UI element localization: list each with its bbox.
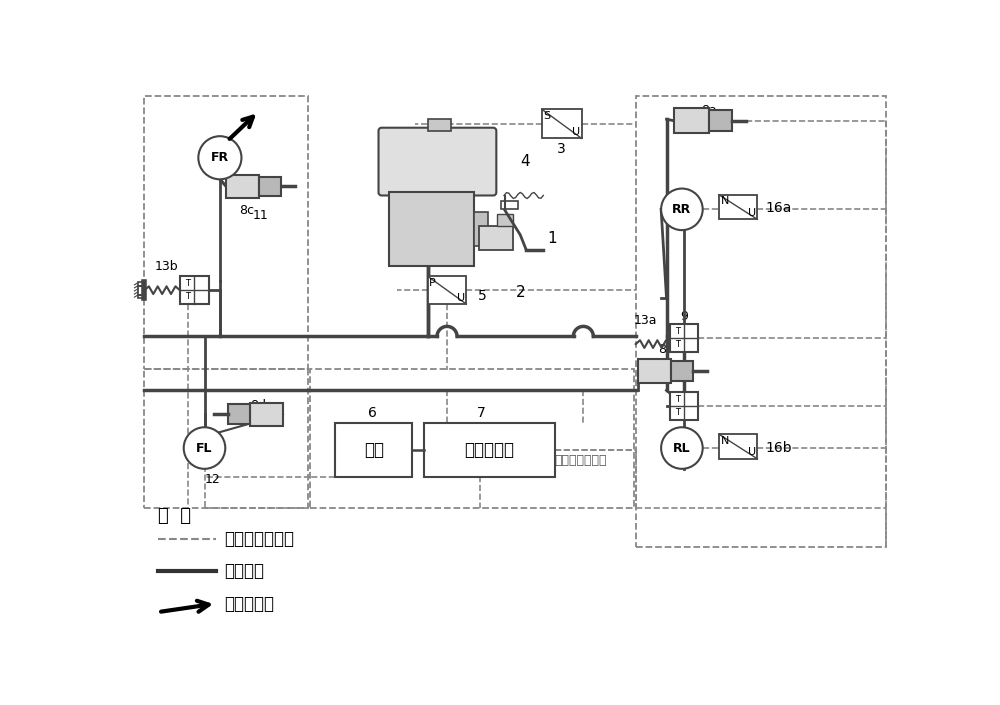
Bar (180, 276, 209, 304)
Text: 8d: 8d (250, 399, 266, 412)
Text: 6: 6 (368, 405, 377, 419)
Text: 16a: 16a (765, 201, 791, 215)
Text: T: T (185, 292, 190, 301)
Text: 7: 7 (477, 405, 486, 419)
Bar (335, 424, 412, 477)
Text: 5: 5 (478, 289, 487, 303)
Bar (424, 424, 555, 477)
Bar (250, 403, 283, 426)
Text: U: U (457, 293, 465, 302)
Text: T: T (675, 327, 680, 336)
Text: FR: FR (211, 152, 229, 164)
Bar (259, 176, 282, 196)
Bar (719, 195, 757, 219)
Text: U: U (748, 208, 756, 218)
FancyBboxPatch shape (379, 128, 496, 195)
Bar (428, 276, 466, 304)
Bar (428, 119, 451, 131)
Text: T: T (675, 340, 680, 349)
Text: FL: FL (196, 441, 213, 455)
Text: S: S (543, 111, 550, 121)
Text: 3: 3 (557, 142, 565, 157)
Text: 信号线和电源线: 信号线和电源线 (224, 530, 294, 548)
Bar (474, 212, 488, 246)
Bar (674, 109, 709, 133)
Bar (671, 362, 693, 381)
Text: 制动控制器: 制动控制器 (464, 441, 514, 460)
Bar (138, 283, 144, 298)
Bar (542, 109, 582, 138)
Text: 13b: 13b (154, 260, 178, 274)
Text: RR: RR (672, 203, 692, 216)
Text: N: N (720, 196, 729, 207)
Bar (501, 201, 518, 209)
Text: T: T (675, 395, 680, 404)
Text: P: P (429, 278, 436, 288)
Bar (497, 214, 512, 226)
Text: 电源: 电源 (364, 441, 384, 460)
Text: N: N (720, 436, 729, 446)
Bar (709, 111, 732, 131)
Bar (389, 192, 474, 266)
Text: 图  例: 图 例 (158, 507, 191, 525)
Text: 4: 4 (520, 154, 530, 169)
Bar (310, 369, 634, 508)
Circle shape (198, 136, 241, 179)
Text: 13a: 13a (633, 314, 657, 327)
Bar (636, 96, 886, 546)
Text: 10: 10 (676, 394, 692, 407)
Text: T: T (185, 279, 190, 288)
Text: T: T (675, 407, 680, 417)
Bar (719, 434, 757, 459)
Text: 制动管路: 制动管路 (224, 563, 264, 580)
Text: 16b: 16b (765, 441, 792, 455)
Text: RL: RL (673, 441, 691, 455)
Bar (144, 96, 308, 369)
Text: U: U (572, 127, 580, 137)
Bar (638, 360, 671, 383)
Bar (670, 324, 698, 352)
Bar (226, 175, 259, 198)
Bar (479, 226, 513, 250)
Text: 1: 1 (547, 231, 557, 246)
Text: U: U (748, 447, 756, 458)
Text: 8b: 8b (659, 343, 674, 357)
Circle shape (184, 427, 225, 469)
Text: 8c: 8c (239, 204, 254, 217)
Text: 9: 9 (680, 309, 688, 322)
Bar (228, 405, 250, 424)
Circle shape (661, 427, 703, 469)
Text: 8a: 8a (701, 104, 717, 117)
Bar (670, 392, 698, 419)
Text: 12: 12 (204, 474, 220, 486)
Text: 制动力方向: 制动力方向 (224, 594, 274, 613)
Text: 2: 2 (515, 285, 525, 300)
Text: 至其它电控系统: 至其它电控系统 (555, 454, 607, 467)
Bar (144, 369, 308, 508)
Circle shape (661, 188, 703, 230)
Text: 11: 11 (253, 209, 269, 222)
